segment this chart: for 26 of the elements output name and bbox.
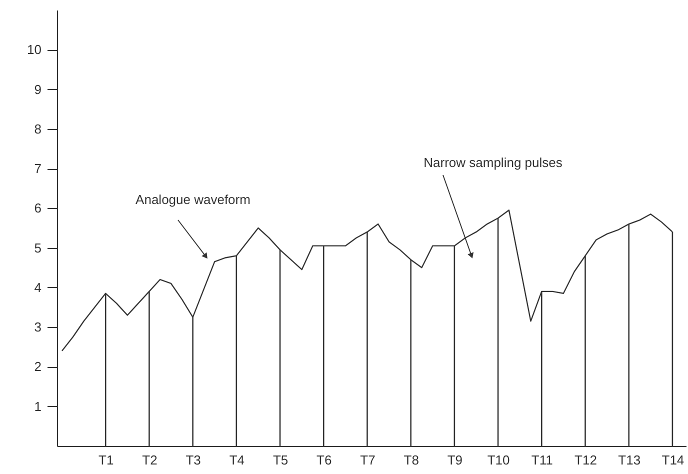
x-tick-label: T9 — [447, 452, 463, 468]
x-tick-label: T8 — [404, 452, 419, 468]
y-tick-label: 5 — [34, 240, 42, 256]
x-tick-label: T6 — [316, 452, 332, 468]
y-tick-label: 7 — [34, 161, 42, 176]
annotation: Analogue waveform — [136, 192, 250, 207]
y-tick-label: 8 — [34, 121, 42, 136]
y-tick-label: 4 — [34, 280, 42, 295]
y-tick-label: 3 — [34, 320, 42, 335]
y-tick-label: 10 — [27, 42, 42, 58]
x-tick-label: T3 — [186, 452, 201, 468]
x-tick-label: T1 — [98, 452, 114, 468]
y-tick-label: 1 — [34, 398, 42, 414]
y-tick-label: 9 — [34, 82, 42, 97]
x-tick-label: T13 — [618, 452, 641, 468]
y-tick-label: 6 — [34, 200, 42, 216]
x-tick-label: T4 — [229, 452, 244, 468]
x-tick-label: T5 — [272, 452, 288, 468]
x-tick-label: T14 — [662, 452, 684, 468]
x-tick-label: T2 — [142, 452, 158, 468]
x-tick-label: T11 — [531, 452, 553, 468]
x-tick-label: T10 — [487, 452, 510, 468]
annotation: Narrow sampling pulses — [424, 155, 563, 170]
x-tick-label: T12 — [574, 452, 597, 468]
y-tick-label: 2 — [34, 359, 42, 374]
x-tick-label: T7 — [360, 452, 376, 468]
